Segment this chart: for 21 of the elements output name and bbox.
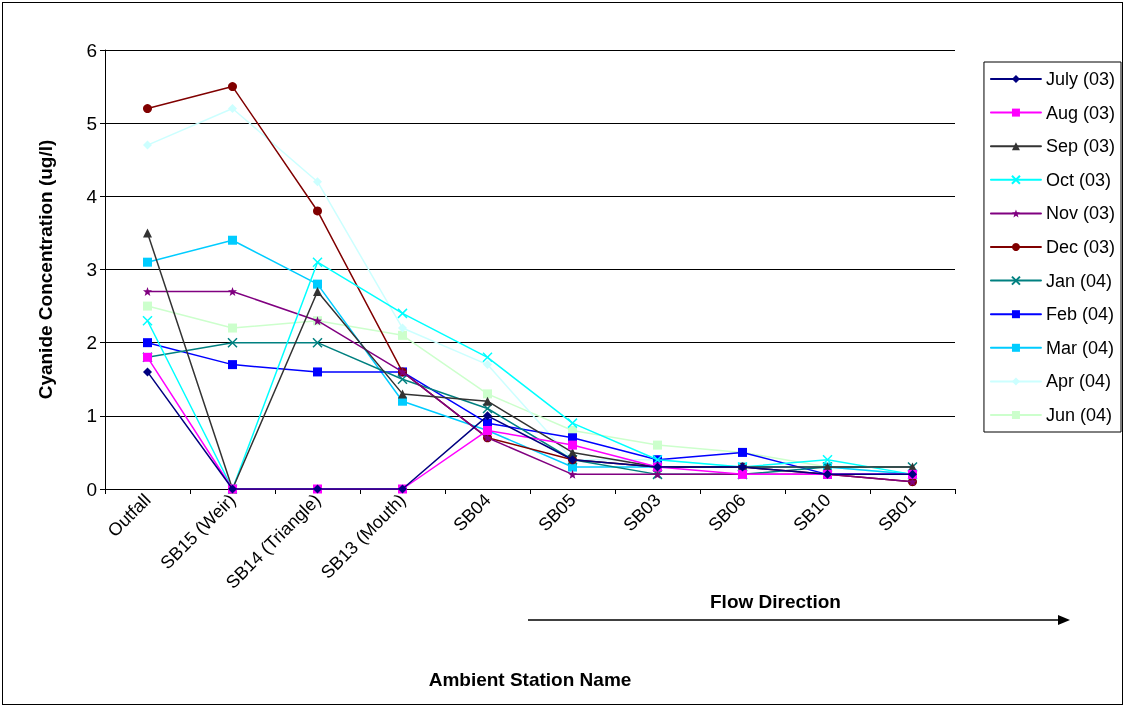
legend-label: Oct (03) xyxy=(1045,169,1111,190)
legend-label: Nov (03) xyxy=(1045,203,1115,224)
y-tick-label: 1 xyxy=(86,405,97,427)
y-tick-label: 2 xyxy=(86,332,97,354)
y-tick-label: 6 xyxy=(86,39,97,61)
text: Flow Direction xyxy=(710,591,841,612)
legend-label: Aug (03) xyxy=(1045,102,1116,123)
y-axis-title: Cyanide Concentration (ug/l) xyxy=(35,139,56,400)
x-axis-title: Ambient Station Name xyxy=(428,669,632,690)
legend-label: Dec (03) xyxy=(1045,237,1115,257)
legend-label: Jun (04) xyxy=(1045,405,1113,425)
legend-label: Sep (03) xyxy=(1045,136,1116,157)
legend-label: July (03) xyxy=(1045,69,1115,89)
legend-label: Jan (04) xyxy=(1045,270,1113,291)
legend-label: Mar (04) xyxy=(1045,337,1114,358)
y-tick-label: 5 xyxy=(86,112,97,134)
y-tick-label: 3 xyxy=(86,259,97,280)
y-tick-label: 0 xyxy=(86,478,97,500)
y-tick-label: 4 xyxy=(86,185,98,207)
legend-label: Feb (04) xyxy=(1045,304,1114,325)
legend-label: Apr (04) xyxy=(1045,371,1111,392)
